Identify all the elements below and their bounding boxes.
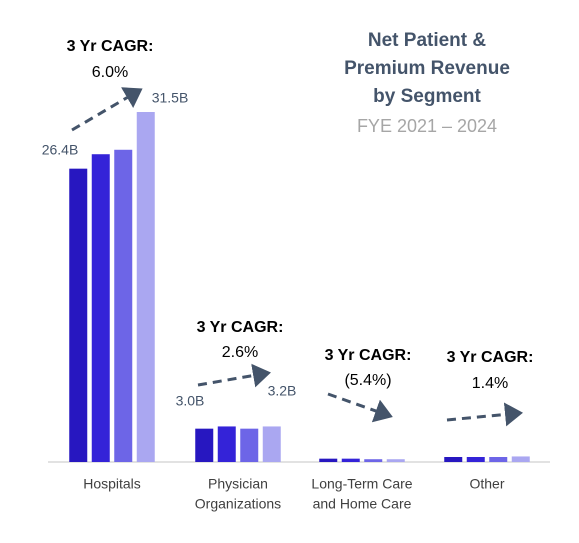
x-tick-label: Other xyxy=(469,476,504,492)
bar xyxy=(69,168,88,462)
bar xyxy=(262,426,281,462)
trend-arrow xyxy=(197,363,271,388)
bar xyxy=(386,459,405,462)
chart-title: by Segment xyxy=(373,86,481,107)
bar xyxy=(341,458,360,462)
annotation-value: 6.0% xyxy=(92,64,128,81)
x-tick-label: Hospitals xyxy=(83,476,141,492)
trend-arrow xyxy=(71,87,143,132)
bar xyxy=(489,457,508,462)
bar xyxy=(511,456,530,462)
annotation-value: (5.4%) xyxy=(344,372,391,389)
bar xyxy=(217,426,236,462)
bar xyxy=(136,112,155,462)
x-tick-label: Long-Term Care xyxy=(311,476,412,492)
value-label: 3.2B xyxy=(268,383,297,399)
bar xyxy=(319,458,338,462)
x-tick-label: Organizations xyxy=(195,496,281,512)
annotation-heading: 3 Yr CAGR: xyxy=(447,349,534,366)
annotation-value: 2.6% xyxy=(222,344,258,361)
x-tick-label: Physician xyxy=(208,476,268,492)
subtitle: FYE 2021 – 2024 xyxy=(357,116,497,136)
bar xyxy=(444,457,463,462)
bar xyxy=(114,149,133,462)
annotation-heading: 3 Yr CAGR: xyxy=(197,319,284,336)
value-label: 3.0B xyxy=(176,393,205,409)
chart-title: Net Patient & xyxy=(368,30,487,51)
bar xyxy=(240,428,259,462)
bar xyxy=(466,457,485,462)
bar xyxy=(195,428,214,462)
chart-title: Premium Revenue xyxy=(344,58,510,79)
trend-arrow xyxy=(446,402,523,427)
bar xyxy=(364,459,383,462)
annotation-value: 1.4% xyxy=(472,375,508,392)
x-tick-label: and Home Care xyxy=(313,496,412,512)
value-label: 31.5B xyxy=(152,90,189,106)
annotation-heading: 3 Yr CAGR: xyxy=(325,347,412,364)
value-label: 26.4B xyxy=(42,142,79,158)
annotation-heading: 3 Yr CAGR: xyxy=(67,38,154,55)
bar xyxy=(91,154,110,462)
trend-arrow xyxy=(327,392,393,423)
